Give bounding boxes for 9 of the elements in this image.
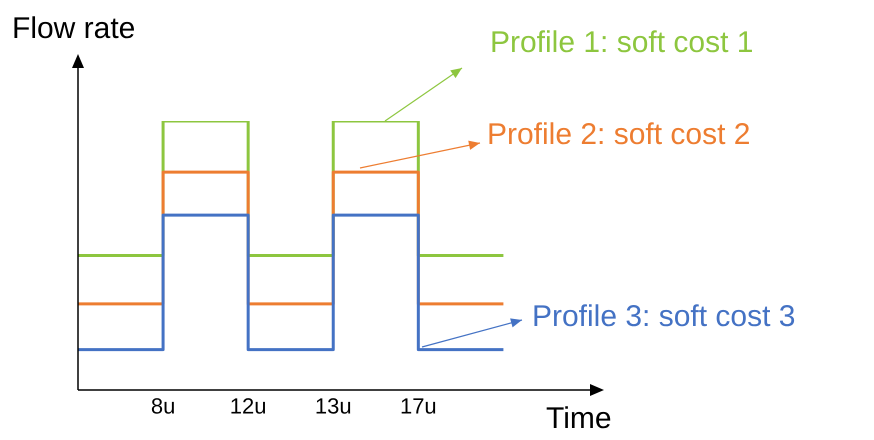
x-tick-label: 17u	[400, 394, 437, 419]
y-axis-title: Flow rate	[12, 12, 136, 46]
text: Profile 1: soft cost 1	[490, 26, 754, 60]
x-axis-title: Time	[546, 402, 612, 436]
x-tick-label: 12u	[230, 394, 267, 419]
legend-label: Profile 3: soft cost 3	[532, 300, 796, 334]
legend-label: Profile 2: soft cost 2	[487, 118, 750, 152]
x-tick-label: 8u	[150, 394, 176, 419]
x-tick-label: 13u	[314, 394, 352, 419]
